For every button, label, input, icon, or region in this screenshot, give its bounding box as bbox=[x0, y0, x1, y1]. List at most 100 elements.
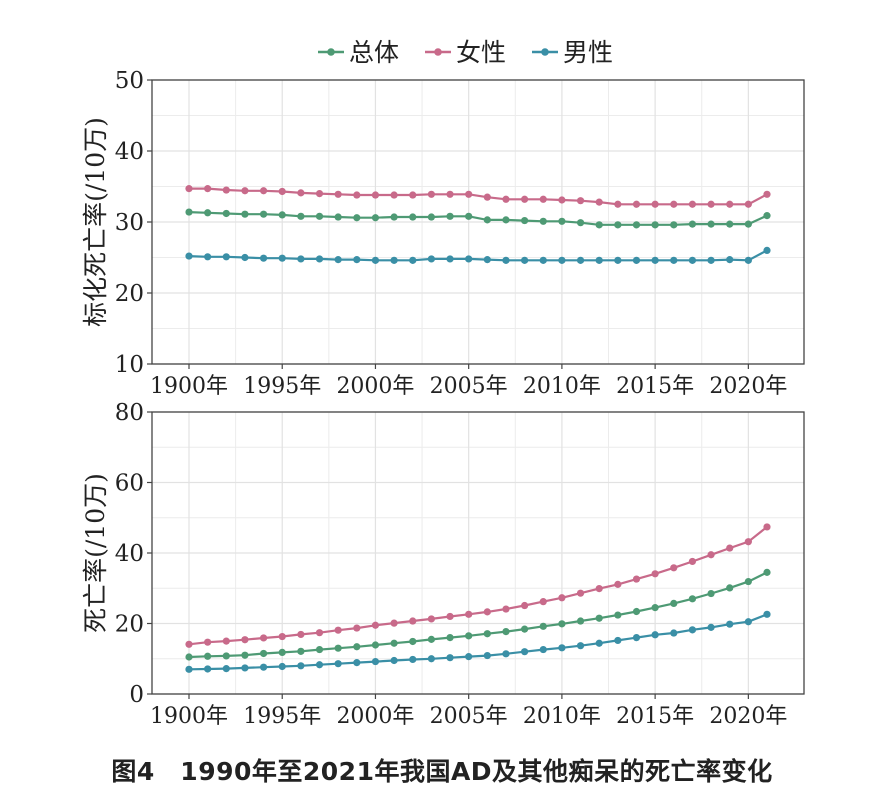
data-point-male bbox=[465, 255, 473, 263]
data-point-female bbox=[558, 196, 566, 204]
data-point-male bbox=[763, 610, 771, 618]
data-point-male bbox=[726, 256, 734, 264]
y-axis-label: 标化死亡率(/10万) bbox=[81, 117, 110, 327]
data-point-female bbox=[670, 200, 678, 208]
data-point-female bbox=[707, 551, 715, 559]
legend-marker-overall bbox=[327, 48, 335, 56]
data-point-overall bbox=[409, 637, 417, 646]
series-line-male bbox=[188, 613, 768, 671]
data-point-male bbox=[688, 256, 697, 264]
data-point-male bbox=[539, 256, 547, 264]
data-point-female bbox=[576, 589, 585, 597]
data-point-overall bbox=[558, 217, 566, 225]
data-point-male bbox=[297, 662, 305, 670]
y-tick-label: 60 bbox=[115, 471, 144, 497]
data-point-female bbox=[353, 191, 361, 199]
data-point-overall bbox=[558, 620, 566, 628]
data-point-female bbox=[297, 630, 305, 639]
data-point-male bbox=[688, 626, 697, 634]
data-point-overall bbox=[576, 219, 585, 227]
data-point-male bbox=[315, 661, 324, 669]
data-point-overall bbox=[371, 641, 380, 649]
data-point-male bbox=[744, 618, 752, 626]
data-point-male bbox=[707, 256, 715, 264]
y-tick-label: 50 bbox=[115, 68, 144, 94]
series-line-overall bbox=[188, 211, 768, 226]
standardized-mortality-panel: 10 20 30 40 50 1900年 1995年 2000年 2005年 2010年 2015年… bbox=[81, 68, 805, 399]
data-point-male bbox=[390, 256, 398, 264]
data-point-female bbox=[651, 200, 659, 208]
data-point-male bbox=[427, 255, 435, 263]
data-point-male bbox=[670, 256, 678, 264]
data-point-female bbox=[651, 570, 659, 578]
data-point-male bbox=[483, 651, 491, 660]
data-point-overall bbox=[726, 584, 734, 592]
data-point-male bbox=[614, 256, 622, 264]
data-point-female bbox=[521, 195, 529, 203]
data-point-male bbox=[297, 255, 305, 263]
y-tick-label: 30 bbox=[115, 210, 144, 236]
data-point-male bbox=[763, 246, 771, 254]
series-line-male bbox=[188, 249, 768, 262]
data-point-male bbox=[595, 639, 603, 647]
data-point-overall bbox=[521, 216, 529, 225]
x-tick-label: 2000年 bbox=[336, 704, 414, 729]
mortality-panel: 0 20 40 60 80 1900年 1995年 2000年 2005年 2010年 2015年 2… bbox=[81, 400, 805, 729]
x-tick-label: 2020年 bbox=[709, 374, 787, 399]
data-point-female bbox=[278, 187, 286, 196]
data-point-female bbox=[726, 544, 734, 552]
data-point-male bbox=[632, 634, 641, 642]
data-point-overall bbox=[185, 653, 193, 661]
data-point-female bbox=[502, 605, 510, 613]
data-point-female bbox=[315, 190, 324, 198]
data-point-female bbox=[744, 200, 752, 208]
data-point-male bbox=[222, 253, 230, 261]
data-point-overall bbox=[334, 644, 342, 652]
data-point-female bbox=[595, 198, 603, 206]
data-point-male bbox=[278, 662, 286, 671]
data-point-overall bbox=[409, 213, 417, 221]
series-line-female bbox=[188, 526, 768, 646]
data-point-female bbox=[558, 594, 566, 602]
series-line-overall bbox=[188, 571, 768, 659]
x-tick-label: 1995年 bbox=[243, 374, 321, 399]
data-point-female bbox=[670, 564, 678, 572]
x-tick-label: 1995年 bbox=[243, 704, 321, 729]
data-point-overall bbox=[446, 212, 454, 220]
data-point-female bbox=[632, 575, 641, 583]
data-point-male bbox=[576, 642, 585, 650]
data-point-overall bbox=[222, 652, 230, 660]
data-point-male bbox=[483, 256, 491, 264]
data-point-overall bbox=[241, 210, 249, 218]
data-point-female bbox=[315, 629, 324, 637]
data-point-overall bbox=[465, 212, 473, 220]
data-point-male bbox=[222, 665, 230, 673]
legend-label-male: 男性 bbox=[563, 38, 613, 67]
data-point-male bbox=[353, 659, 361, 667]
data-point-female bbox=[259, 187, 268, 195]
data-point-female bbox=[204, 638, 212, 646]
data-point-overall bbox=[576, 617, 585, 625]
data-point-male bbox=[371, 657, 380, 666]
data-point-overall bbox=[353, 643, 361, 651]
data-point-female bbox=[707, 200, 715, 208]
data-point-female bbox=[185, 640, 193, 648]
y-axis-label: 死亡率(/10万) bbox=[81, 473, 110, 633]
legend-marker-female bbox=[434, 48, 442, 56]
data-point-male bbox=[614, 636, 622, 645]
data-point-overall bbox=[539, 622, 547, 630]
data-point-overall bbox=[595, 221, 603, 229]
data-point-female bbox=[446, 190, 454, 198]
data-point-overall bbox=[744, 220, 752, 228]
x-tick-label: 2015年 bbox=[616, 704, 694, 729]
data-point-female bbox=[259, 634, 268, 642]
y-tick-label: 40 bbox=[115, 541, 144, 567]
data-point-female bbox=[409, 191, 417, 199]
data-point-overall bbox=[632, 607, 641, 616]
data-point-overall bbox=[763, 212, 771, 220]
data-point-male bbox=[241, 253, 249, 262]
data-point-male bbox=[446, 255, 454, 263]
data-point-overall bbox=[334, 213, 342, 221]
series-line-female bbox=[189, 187, 768, 206]
